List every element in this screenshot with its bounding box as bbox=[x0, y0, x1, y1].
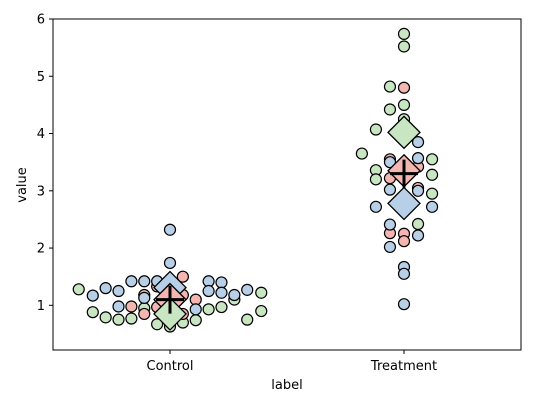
data-point-green bbox=[255, 304, 268, 318]
group-mean-diamond-green bbox=[387, 115, 421, 150]
data-point-blue bbox=[383, 183, 397, 196]
data-point-green bbox=[411, 217, 425, 231]
plot-marks bbox=[72, 27, 439, 333]
data-point-blue bbox=[112, 300, 125, 313]
overall-mean-cross bbox=[390, 159, 418, 188]
x-axis-title: label bbox=[271, 378, 302, 393]
data-point-green bbox=[425, 187, 439, 200]
data-point-green bbox=[151, 318, 164, 331]
data-point-green bbox=[369, 173, 383, 186]
x-tick-label: Treatment bbox=[370, 359, 437, 374]
data-point-blue bbox=[411, 229, 425, 242]
y-tick-label: 5 bbox=[37, 70, 45, 85]
data-point-blue bbox=[215, 286, 228, 299]
x-axis: Control Treatment bbox=[147, 350, 437, 374]
data-point-blue bbox=[383, 156, 397, 169]
data-point-blue bbox=[383, 240, 397, 254]
data-point-blue bbox=[99, 282, 112, 295]
data-point-blue bbox=[241, 283, 254, 296]
data-point-green bbox=[99, 311, 112, 324]
data-point-red bbox=[397, 235, 411, 248]
overall-mean-cross bbox=[156, 285, 184, 314]
data-point-blue bbox=[215, 276, 228, 289]
data-point-blue bbox=[138, 275, 151, 288]
data-point-green bbox=[425, 168, 439, 181]
data-point-blue bbox=[425, 200, 439, 213]
y-tick-label: 2 bbox=[37, 242, 45, 257]
data-point-blue bbox=[411, 152, 425, 165]
data-point-red bbox=[125, 300, 138, 313]
data-point-green bbox=[86, 306, 99, 319]
data-point-blue bbox=[189, 303, 202, 316]
data-point-blue bbox=[125, 275, 138, 288]
data-point-green bbox=[255, 286, 268, 299]
data-point-blue bbox=[138, 291, 151, 304]
data-point-green bbox=[202, 303, 215, 316]
data-point-green bbox=[112, 313, 125, 326]
data-point-blue bbox=[411, 184, 425, 197]
data-point-red bbox=[176, 270, 189, 283]
data-point-blue bbox=[163, 223, 177, 236]
data-point-red bbox=[397, 81, 411, 94]
data-point-green bbox=[125, 312, 138, 325]
data-point-green bbox=[215, 300, 228, 314]
data-point-green bbox=[425, 153, 439, 166]
data-point-green bbox=[397, 40, 411, 53]
data-point-green bbox=[397, 98, 411, 111]
group-mean-diamond-blue bbox=[387, 186, 421, 221]
y-axis: 1 2 3 4 5 6 bbox=[37, 13, 53, 314]
data-point-blue bbox=[163, 256, 177, 270]
plot-frame bbox=[52, 18, 522, 351]
data-point-green bbox=[355, 147, 368, 160]
data-point-blue bbox=[397, 298, 411, 311]
data-point-blue bbox=[86, 289, 99, 302]
data-point-red bbox=[138, 307, 151, 321]
data-point-green bbox=[241, 313, 254, 326]
data-point-green bbox=[369, 123, 383, 136]
data-point-green bbox=[397, 27, 411, 40]
data-point-blue bbox=[112, 284, 125, 298]
y-axis-title: value bbox=[15, 167, 30, 203]
data-point-green bbox=[383, 103, 397, 116]
y-tick-label: 4 bbox=[37, 127, 45, 142]
data-point-blue bbox=[383, 218, 397, 231]
data-point-blue bbox=[397, 267, 411, 280]
data-point-green bbox=[189, 314, 202, 327]
data-point-green bbox=[72, 283, 85, 296]
group-mean-diamond-green bbox=[153, 297, 187, 331]
data-point-green bbox=[383, 80, 397, 93]
x-tick-label: Control bbox=[147, 359, 194, 374]
y-tick-label: 1 bbox=[37, 299, 45, 314]
data-point-blue bbox=[202, 284, 215, 298]
data-point-blue bbox=[369, 200, 383, 213]
data-point-blue bbox=[228, 288, 241, 302]
data-point-blue bbox=[411, 136, 425, 149]
y-tick-label: 6 bbox=[37, 13, 45, 28]
y-tick-label: 3 bbox=[37, 184, 45, 199]
